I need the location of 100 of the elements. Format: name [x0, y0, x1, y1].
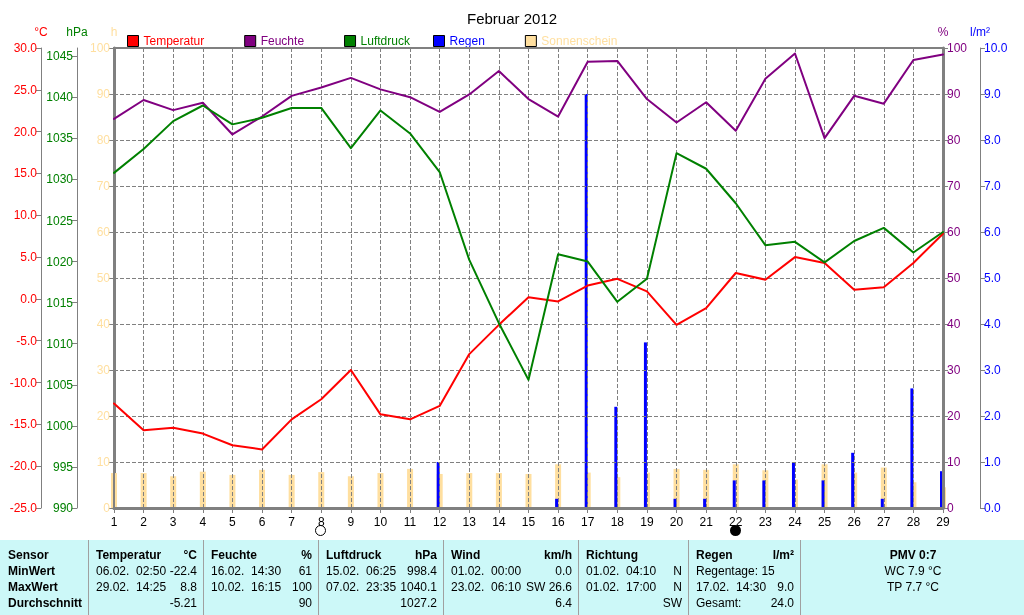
y-tick-label: -20.0	[9, 459, 38, 474]
text: 90	[298, 596, 312, 610]
y3-tick-label: 1020	[46, 254, 74, 269]
y-tick-label: 10.0	[13, 208, 38, 223]
text: 1027.2	[400, 596, 437, 610]
text: -5.21	[169, 596, 197, 610]
bar	[732, 480, 736, 508]
text: km/h	[543, 548, 572, 562]
y-tick-label: 100	[89, 41, 111, 55]
text: 01.02. 04:10	[586, 564, 657, 578]
y2-tick-label: 100	[947, 41, 968, 55]
text: Richtung	[586, 548, 638, 562]
chart-title: Februar 2012	[466, 10, 558, 27]
text: 16.02. 14:30	[211, 564, 282, 578]
y2-tick-label: 1.0	[984, 455, 1002, 469]
text: WC 7.9 °C	[883, 564, 943, 578]
y3-tick-label: 1035	[46, 131, 74, 146]
y3-tick-label: 1030	[46, 172, 74, 187]
text: 29.02. 14:25	[96, 580, 167, 594]
y-tick-label: 30.0	[13, 41, 38, 55]
text: Regen	[696, 548, 733, 562]
y2-tick-label: 60	[947, 225, 961, 239]
y2-tick-label: 6.0	[984, 225, 1002, 239]
y-tick-label: -10.0	[9, 375, 38, 390]
text: 10.02. 16:15	[211, 580, 282, 594]
y-tick-label: 60	[96, 225, 111, 239]
text: 15.02. 06:25	[326, 564, 397, 578]
y3-tick-label: 1010	[46, 336, 74, 351]
text: 06.02. 02:50	[96, 564, 167, 578]
x-tick-label: 10	[373, 515, 388, 529]
x-tick-label: 26	[847, 515, 862, 529]
y2-tick-label: 50	[947, 271, 961, 285]
x-tick-label: 22	[729, 515, 743, 529]
text: SW 26.6	[525, 580, 572, 594]
text: Luftdruck	[326, 548, 382, 562]
text: hPa	[414, 548, 437, 562]
text: °C	[183, 548, 197, 562]
y3-tick-label: 990	[52, 501, 74, 515]
y-tick-label: 25.0	[13, 82, 38, 97]
text: 8.8	[180, 580, 197, 594]
x-tick-label: 2	[140, 515, 148, 529]
x-tick-label: 23	[758, 515, 773, 529]
text: 998.4	[406, 564, 437, 578]
text: TP 7.7 °C	[886, 580, 940, 594]
legend-label: Luftdruck	[360, 34, 411, 48]
y3-axis-title: hPa	[66, 25, 88, 39]
x-tick-label: 14	[492, 515, 506, 529]
y3-tick-label: 1005	[46, 377, 74, 392]
y3-tick-label: 1040	[46, 90, 74, 105]
legend-label: Feuchte	[260, 34, 305, 48]
text: MaxWert	[8, 580, 58, 594]
y-tick-label: 50	[96, 271, 111, 285]
y2-tick-label: 10.0	[984, 41, 1008, 55]
legend-label: Regen	[449, 34, 485, 48]
x-tick-label: 5	[229, 515, 237, 529]
x-tick-label: 27	[877, 515, 891, 529]
x-tick-label: 7	[288, 515, 296, 529]
text: Gesamt:	[696, 596, 742, 610]
text: 6.4	[555, 596, 572, 610]
y-axis-title: h	[110, 25, 118, 39]
y3-tick-label: 1000	[46, 418, 74, 433]
y2-tick-label: 9.0	[984, 87, 1002, 101]
text: PMV 0:7	[888, 548, 938, 562]
y-tick-label: 30	[96, 363, 111, 377]
x-tick-label: 29	[936, 515, 950, 529]
text: 24.0	[770, 596, 794, 610]
x-tick-label: 4	[199, 515, 207, 529]
y-tick-label: 80	[96, 133, 111, 147]
y-tick-label: 15.0	[13, 166, 38, 181]
y2-tick-label: 2.0	[984, 409, 1002, 423]
y-tick-label: -25.0	[9, 501, 38, 515]
y-tick-label: 90	[96, 87, 111, 101]
legend-label: Sonnenschein	[541, 34, 618, 48]
line-series	[113, 104, 944, 381]
x-tick-label: 9	[347, 515, 355, 529]
x-tick-label: 17	[581, 515, 595, 529]
y2-tick-label: 90	[947, 87, 961, 101]
y-axis-title: °C	[34, 25, 49, 39]
y2-tick-label: 0.0	[984, 501, 1002, 515]
y2-tick-label: 7.0	[984, 179, 1002, 193]
y-tick-label: 0	[103, 501, 111, 515]
text: 23.02. 06:10	[451, 580, 522, 594]
text: MinWert	[8, 564, 56, 578]
y2-tick-label: 0	[947, 501, 954, 515]
x-tick-label: 1	[110, 515, 118, 529]
x-tick-label: 3	[169, 515, 177, 529]
y-tick-label: 40	[96, 317, 111, 331]
text: Durchschnitt	[8, 596, 83, 610]
y2-tick-label: 30	[947, 363, 961, 377]
x-tick-label: 25	[817, 515, 832, 529]
x-tick-label: 6	[258, 515, 266, 529]
text: 07.02. 23:35	[326, 580, 397, 594]
x-tick-label: 19	[640, 515, 654, 529]
line-series	[113, 232, 944, 451]
line-series	[113, 52, 944, 140]
y3-tick-label: 1045	[46, 49, 74, 64]
text: Regentage: 15	[696, 564, 775, 578]
text: N	[673, 564, 682, 578]
y2-tick-label: 10	[947, 455, 961, 469]
y-tick-label: 70	[96, 179, 111, 193]
